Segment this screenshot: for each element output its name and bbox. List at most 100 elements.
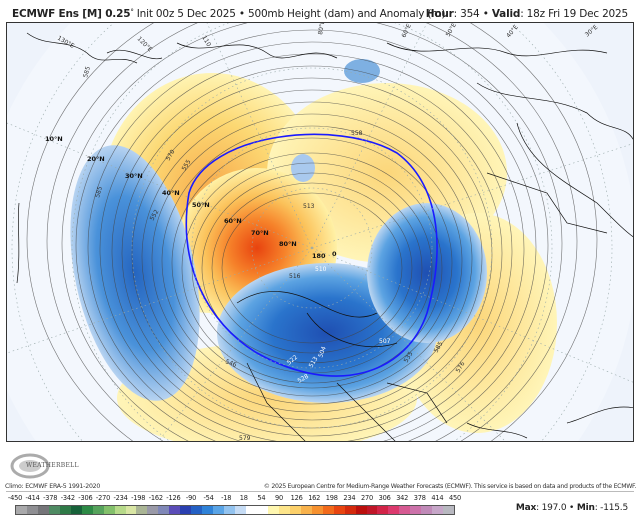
svg-text:546: 546 [224, 358, 237, 369]
colorbar-swatch [399, 506, 411, 514]
weatherbell-logo: WEATHERBELL [8, 450, 78, 480]
colorbar-swatch [16, 506, 27, 514]
colorbar-swatch [70, 506, 82, 514]
divider [6, 491, 634, 492]
svg-text:510: 510 [315, 266, 327, 273]
colorbar-swatch [377, 506, 389, 514]
colorbar-swatch [81, 506, 93, 514]
colorbar-swatch [48, 506, 60, 514]
colorbar-tick-labels: -450 -414 -378 -342 -306 -270 -234 -198 … [7, 494, 461, 502]
colorbar-swatch [322, 506, 334, 514]
svg-text:535: 535 [403, 350, 415, 364]
colorbar-swatch [366, 506, 378, 514]
svg-text:80°N: 80°N [279, 240, 297, 248]
colorbar-swatch [191, 506, 203, 514]
anomaly-negative-west-pacific [70, 145, 200, 401]
svg-text:585: 585 [433, 340, 445, 354]
map-panel[interactable]: 10°N 20°N 30°N 40°N 50°N 60°N 70°N 80°N … [6, 22, 634, 442]
colorbar-swatch [300, 506, 312, 514]
title-separator: • [238, 8, 245, 20]
colorbar-swatch [311, 506, 323, 514]
degree-symbol: ° [130, 8, 134, 16]
svg-text:585: 585 [94, 185, 104, 198]
colorbar-swatch [355, 506, 367, 514]
colorbar-swatch [432, 506, 444, 514]
colorbar-swatch [256, 506, 268, 514]
colorbar-swatch [59, 506, 71, 514]
colorbar-swatch [92, 506, 104, 514]
svg-text:585: 585 [82, 65, 92, 78]
colorbar-swatch [202, 506, 214, 514]
field-description: 500mb Height (dam) and Anomaly (m) [247, 8, 446, 20]
svg-text:516: 516 [289, 273, 301, 280]
colorbar-swatch [213, 506, 225, 514]
min-label: Min [576, 503, 595, 513]
colorbar-swatch [26, 506, 38, 514]
colorbar-swatch [278, 506, 290, 514]
colorbar-swatch [333, 506, 345, 514]
highlight-contour [185, 133, 438, 377]
colorbar-swatch [289, 506, 301, 514]
swirl-icon [10, 453, 50, 479]
chart-title: ECMWF Ens [M] 0.25° Init 00z 5 Dec 2025 … [12, 8, 445, 20]
svg-text:0: 0 [332, 250, 337, 258]
anomaly-negative-central-asia [344, 59, 380, 83]
colorbar-swatch [103, 506, 115, 514]
valid-label: Valid [491, 8, 521, 20]
header: ECMWF Ens [M] 0.25° Init 00z 5 Dec 2025 … [0, 0, 640, 22]
svg-text:576: 576 [455, 360, 467, 374]
colorbar-swatch [224, 506, 236, 514]
svg-text:70°N: 70°N [251, 229, 269, 237]
colorbar-swatch [235, 506, 247, 514]
svg-text:558: 558 [351, 130, 363, 137]
colorbar-swatch [136, 506, 148, 514]
svg-text:60°N: 60°N [224, 217, 242, 225]
svg-text:30°E: 30°E [584, 24, 600, 39]
colorbar-swatch [37, 506, 49, 514]
colorbar-swatch [246, 506, 257, 514]
valid-info: Hour: 354 • Valid: 18z Fri 19 Dec 2025 [426, 8, 628, 20]
svg-text:552: 552 [149, 208, 161, 222]
svg-text:507: 507 [379, 338, 391, 345]
svg-text:110: 110 [200, 35, 212, 49]
graticule [7, 23, 633, 441]
svg-text:504: 504 [317, 345, 328, 358]
colorbar-swatch [180, 506, 192, 514]
valid-value: : 18z Fri 19 Dec 2025 [520, 8, 628, 20]
colorbar-swatch [410, 506, 422, 514]
colorbar-swatch [158, 506, 170, 514]
contour-labels: 585 585 570 555 552 513 510 516 504 507 … [82, 65, 467, 442]
anomaly-negative-siberia [291, 154, 315, 182]
climo-note: Climo: ECMWF ERA-5 1991-2020 [5, 483, 101, 490]
colorbar-swatch [267, 506, 279, 514]
colorbar-swatch [443, 506, 455, 514]
min-value: : -115.5 [594, 503, 629, 513]
logo-text: WEATHERBELL [26, 462, 79, 469]
init-time: Init 00z 5 Dec 2025 [136, 8, 236, 20]
svg-text:20°N: 20°N [87, 155, 105, 163]
svg-text:80°E: 80°E [317, 23, 326, 35]
svg-text:579: 579 [239, 435, 251, 442]
svg-text:40°N: 40°N [162, 189, 180, 197]
latitude-labels: 10°N 20°N 30°N 40°N 50°N 60°N 70°N 80°N … [45, 135, 337, 260]
model-name: ECMWF Ens [M] 0.25 [12, 8, 131, 20]
svg-text:528: 528 [297, 373, 311, 385]
colorbar [15, 505, 455, 515]
svg-text:513: 513 [308, 355, 320, 369]
svg-text:513: 513 [303, 203, 315, 210]
colorbar-swatch [169, 506, 181, 514]
svg-text:180: 180 [312, 252, 326, 260]
colorbar-swatch [114, 506, 126, 514]
max-value: : 197.0 [536, 503, 567, 513]
svg-text:555: 555 [181, 158, 193, 172]
max-label: Max [515, 503, 537, 513]
hour-value: : 354 [453, 8, 480, 20]
colorbar-swatch [388, 506, 400, 514]
svg-text:570: 570 [165, 148, 177, 162]
colorbar-swatch [421, 506, 433, 514]
polar-map: 10°N 20°N 30°N 40°N 50°N 60°N 70°N 80°N … [7, 23, 633, 442]
anomaly-negative-greenland [367, 203, 487, 343]
svg-text:10°N: 10°N [45, 135, 63, 143]
hour-label: Hour [425, 8, 454, 20]
colorbar-swatch [125, 506, 137, 514]
